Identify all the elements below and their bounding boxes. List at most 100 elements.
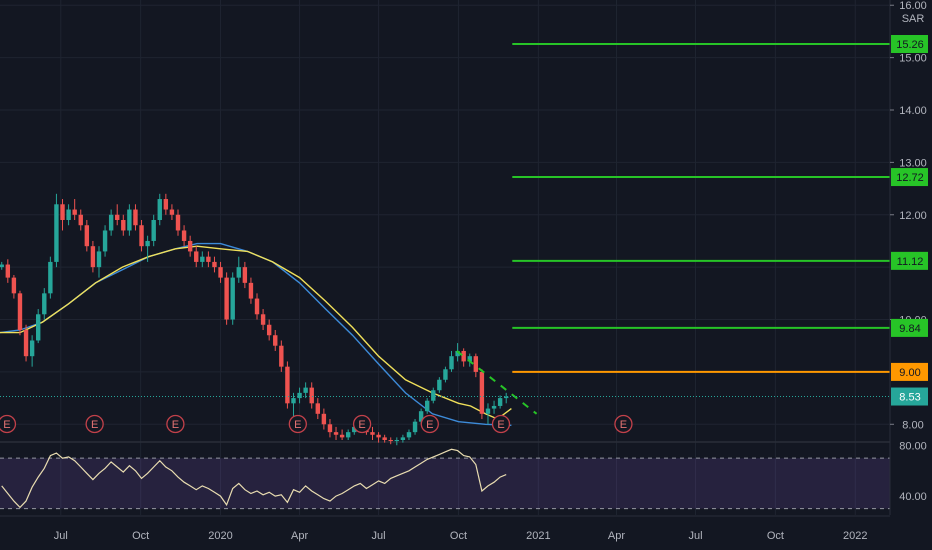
level-price-label: 9.00 bbox=[899, 367, 920, 379]
candle-body bbox=[352, 426, 357, 433]
time-tick-label: Oct bbox=[767, 530, 784, 542]
candle-body bbox=[309, 387, 314, 404]
candle-body bbox=[175, 214, 181, 231]
candle-body bbox=[224, 277, 229, 320]
price-levels bbox=[0, 43, 890, 415]
time-tick-label: 2022 bbox=[843, 530, 867, 542]
candle-body bbox=[200, 256, 205, 262]
candle-body bbox=[23, 330, 29, 357]
candle-body bbox=[382, 437, 387, 440]
earnings-marker-label: E bbox=[358, 419, 365, 431]
level-price-badge bbox=[891, 251, 928, 270]
level-price-label: 15.26 bbox=[896, 39, 924, 51]
level-price-label: 11.12 bbox=[897, 256, 924, 268]
earnings-marker-icon bbox=[420, 414, 439, 434]
candle-body bbox=[187, 240, 193, 252]
candle-body bbox=[266, 324, 272, 336]
candle-body bbox=[443, 369, 448, 380]
candle-body bbox=[297, 392, 302, 399]
candle-body bbox=[303, 387, 308, 393]
candle-body bbox=[5, 264, 11, 278]
candle-body bbox=[461, 350, 466, 362]
currency-label: SAR bbox=[902, 13, 925, 25]
time-tick-label: Oct bbox=[132, 530, 149, 542]
candle-body bbox=[230, 277, 235, 320]
candle-body bbox=[194, 251, 199, 262]
price-axis[interactable]: SAR8.0010.0012.0013.0014.0015.0016.0080.… bbox=[889, 0, 932, 550]
candle-body bbox=[17, 293, 23, 330]
candle-body bbox=[406, 432, 412, 438]
candle-body bbox=[388, 440, 393, 442]
earnings-marker-label: E bbox=[172, 419, 179, 431]
candle-body bbox=[108, 214, 114, 231]
earnings-marker-icon bbox=[352, 414, 372, 434]
earnings-marker-label: E bbox=[620, 419, 627, 431]
moving-averages bbox=[0, 242, 512, 426]
rsi-panel bbox=[0, 441, 890, 517]
candle-body bbox=[479, 371, 485, 414]
candle-body bbox=[321, 413, 327, 425]
chart-grid bbox=[0, 0, 890, 515]
candle-body bbox=[327, 424, 333, 433]
candle-body bbox=[260, 314, 266, 325]
price-tick-label: 14.00 bbox=[899, 105, 927, 117]
price-tick-label: 12.00 bbox=[899, 210, 927, 222]
candle-body bbox=[504, 396, 509, 399]
candle-body bbox=[29, 340, 35, 357]
candle-body bbox=[285, 366, 290, 404]
candle-body bbox=[449, 356, 454, 370]
candle-body bbox=[279, 345, 284, 367]
time-tick-label: 2020 bbox=[208, 530, 232, 542]
level-price-badge bbox=[891, 35, 928, 53]
level-price-badge bbox=[891, 318, 928, 337]
candle-body bbox=[394, 440, 400, 442]
last-price-badge bbox=[891, 387, 928, 406]
candle-body bbox=[157, 199, 162, 220]
candle-body bbox=[90, 246, 96, 268]
candle-body bbox=[333, 432, 339, 435]
candle-body bbox=[163, 199, 169, 210]
candle-body bbox=[36, 314, 41, 341]
candle-body bbox=[212, 261, 217, 268]
dashed-trendline bbox=[456, 350, 538, 415]
candle-body bbox=[437, 379, 442, 391]
earnings-marker-icon bbox=[614, 414, 633, 434]
candle-body bbox=[370, 432, 375, 435]
time-tick-label: Jul bbox=[372, 530, 386, 542]
earnings-marker-icon bbox=[0, 414, 17, 434]
candle-body bbox=[127, 209, 132, 231]
candle-body bbox=[78, 214, 83, 226]
candlestick-series bbox=[0, 193, 509, 446]
rsi-line bbox=[1, 448, 507, 509]
time-tick-label: Jul bbox=[688, 530, 702, 542]
time-tick-label: Apr bbox=[291, 530, 308, 542]
candle-body bbox=[485, 408, 491, 414]
candle-body bbox=[11, 277, 17, 294]
earnings-marker-label: E bbox=[3, 419, 10, 431]
candle-body bbox=[473, 356, 479, 372]
time-tick-label: Jul bbox=[54, 530, 68, 542]
candle-body bbox=[66, 209, 71, 220]
candle-body bbox=[72, 209, 77, 215]
candle-body bbox=[242, 267, 248, 283]
time-axis[interactable]: Jul Oct 2020 Apr Jul Oct 2021 Apr Jul Oct 2022 bbox=[54, 530, 868, 542]
candle-body bbox=[425, 400, 430, 412]
earnings-marker-label: E bbox=[91, 419, 98, 431]
candle-body bbox=[139, 225, 144, 247]
candle-body bbox=[455, 350, 460, 357]
candle-body bbox=[431, 390, 436, 401]
candle-body bbox=[42, 293, 47, 315]
candle-body bbox=[376, 434, 381, 438]
earnings-marker-label: E bbox=[426, 419, 433, 431]
candle-body bbox=[339, 434, 345, 438]
level-price-label: 12.72 bbox=[896, 172, 924, 184]
candle-body bbox=[145, 240, 150, 247]
candle-body bbox=[400, 437, 406, 440]
rsi-band bbox=[0, 458, 890, 509]
candle-body bbox=[48, 261, 53, 294]
earnings-marker-icon bbox=[491, 414, 511, 434]
candle-body bbox=[273, 335, 278, 346]
candle-body bbox=[169, 209, 175, 215]
candle-body bbox=[60, 204, 65, 220]
